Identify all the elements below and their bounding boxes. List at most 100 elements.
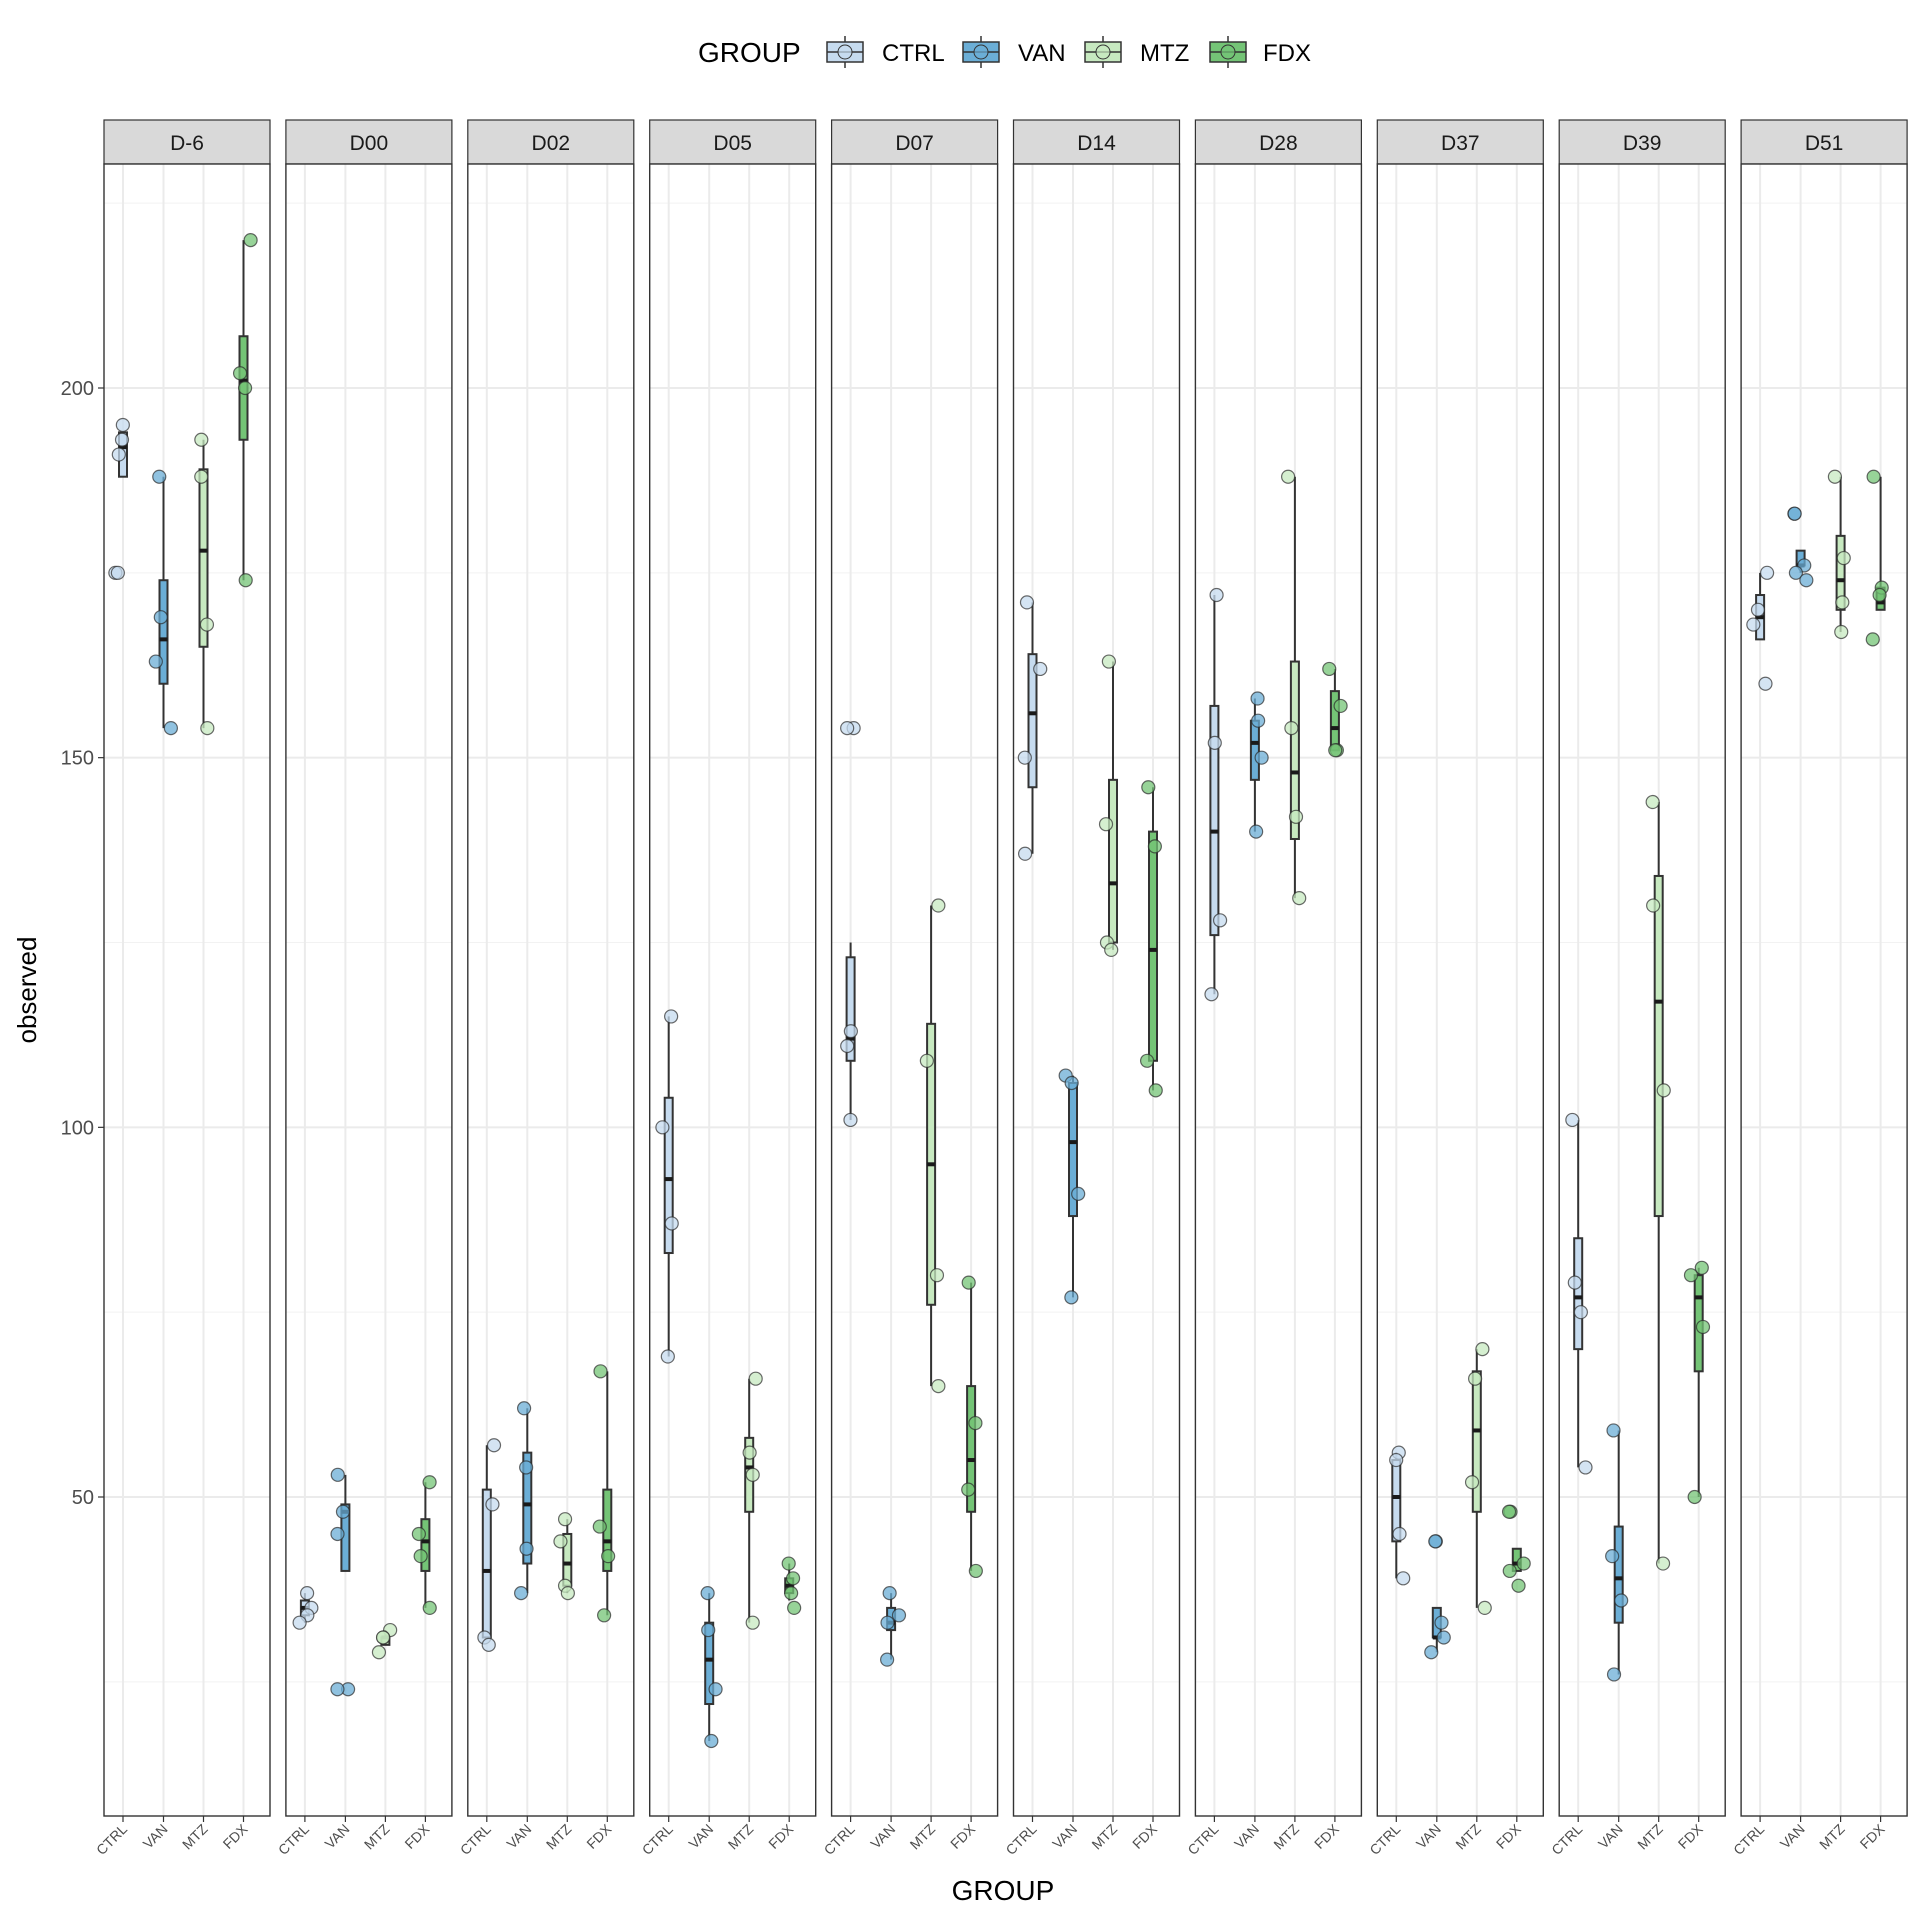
data-point	[1787, 506, 1802, 521]
panel-border	[1194, 163, 1363, 1817]
data-point	[1614, 1593, 1629, 1608]
panel-border	[649, 163, 817, 1817]
data-point	[1502, 1563, 1517, 1579]
data-point	[880, 1615, 895, 1630]
data-point	[1694, 1260, 1709, 1275]
data-point	[1750, 602, 1766, 617]
box-iqr	[420, 1518, 431, 1572]
data-point	[961, 1482, 976, 1497]
facet-strip-label: D37	[1441, 132, 1480, 155]
y-tick-label: 100	[61, 1117, 94, 1139]
box-ctrl	[655, 1009, 679, 1364]
data-point	[413, 1549, 428, 1564]
panel-border	[103, 163, 271, 1817]
data-point	[843, 1112, 858, 1128]
legend-label: FDX	[1263, 40, 1311, 67]
y-tick-label: 150	[61, 748, 94, 770]
box-fdx	[961, 1275, 983, 1579]
legend-key-point	[837, 44, 853, 60]
data-point	[148, 654, 163, 669]
box-ctrl	[292, 1586, 319, 1630]
facet-strip	[1740, 119, 1908, 165]
data-point	[163, 720, 178, 736]
facet-strip	[1558, 119, 1726, 165]
data-point	[300, 1586, 315, 1601]
data-point	[1511, 1578, 1526, 1593]
box-van	[514, 1401, 534, 1601]
box-iqr	[1289, 660, 1300, 840]
panel-background	[1741, 164, 1908, 1816]
data-point	[1827, 469, 1843, 484]
data-point	[843, 1024, 858, 1039]
data-point	[1835, 595, 1850, 610]
data-point	[1758, 676, 1773, 691]
data-point	[1646, 898, 1661, 913]
data-point	[1428, 1534, 1443, 1549]
data-point	[1477, 1600, 1492, 1616]
data-point	[560, 1586, 575, 1601]
data-point	[781, 1556, 796, 1571]
data-point	[742, 1445, 757, 1460]
legend-key-point	[973, 44, 989, 60]
data-point	[1759, 565, 1775, 580]
data-point	[919, 1053, 934, 1068]
legend-key-point	[1095, 44, 1111, 60]
facet-strip-label: D05	[713, 132, 752, 155]
box-iqr	[1835, 534, 1846, 611]
data-point	[597, 1608, 612, 1623]
box-van	[1424, 1534, 1451, 1660]
data-point	[1424, 1645, 1439, 1660]
box-iqr	[481, 1488, 492, 1639]
data-point	[1578, 1460, 1593, 1475]
data-point	[1033, 661, 1048, 677]
data-point	[1746, 617, 1761, 632]
data-point	[745, 1467, 760, 1482]
box-van	[1605, 1423, 1629, 1682]
box-iqr	[522, 1451, 533, 1565]
data-point	[840, 720, 855, 736]
data-point	[1098, 817, 1114, 832]
data-point	[292, 1615, 307, 1630]
box-ctrl	[1017, 595, 1048, 861]
legend-title: GROUP	[698, 37, 801, 68]
data-point	[1209, 587, 1224, 603]
data-point	[553, 1534, 568, 1549]
box-ctrl	[477, 1438, 502, 1652]
data-point	[882, 1586, 897, 1601]
x-axis-title: GROUP	[952, 1875, 1055, 1906]
data-point	[664, 1009, 679, 1024]
data-point	[880, 1652, 895, 1667]
data-point	[1687, 1489, 1702, 1505]
facet-strip-label: D07	[895, 132, 934, 155]
facet-strip	[1376, 119, 1544, 165]
data-point	[1389, 1452, 1404, 1468]
data-point	[664, 1216, 679, 1231]
box-mtz	[742, 1371, 763, 1630]
data-point	[1064, 1075, 1079, 1091]
box-mtz	[553, 1512, 575, 1601]
data-point	[1655, 1556, 1671, 1571]
panel-border	[830, 163, 999, 1817]
legend-label: CTRL	[882, 40, 945, 67]
data-point	[931, 898, 946, 913]
panel-border	[1012, 163, 1181, 1817]
data-point	[1292, 891, 1307, 906]
data-point	[784, 1586, 799, 1601]
data-point	[1475, 1342, 1490, 1357]
box-ctrl	[1204, 587, 1228, 1002]
y-tick-label: 200	[61, 378, 94, 400]
data-point	[785, 1571, 801, 1586]
box-iqr	[966, 1385, 977, 1513]
data-point	[592, 1519, 607, 1534]
data-point	[601, 1549, 616, 1564]
box-iqr	[1108, 778, 1118, 944]
